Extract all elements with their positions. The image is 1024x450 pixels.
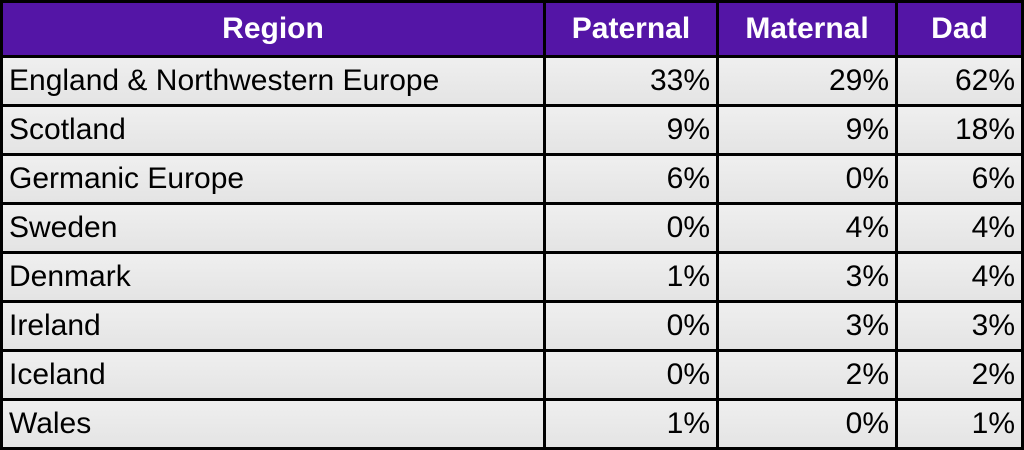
percent-cell: 62% [898,58,1021,104]
percent-cell: 9% [719,107,895,153]
region-cell: England & Northwestern Europe [3,58,543,104]
header-cell: Region [3,3,543,55]
percent-cell: 2% [719,352,895,398]
header-cell: Dad [898,3,1021,55]
percent-cell: 3% [898,303,1021,349]
region-cell: Ireland [3,303,543,349]
percent-cell: 29% [719,58,895,104]
region-cell: Sweden [3,205,543,251]
percent-cell: 1% [546,254,716,300]
percent-cell: 4% [719,205,895,251]
region-cell: Scotland [3,107,543,153]
percent-cell: 0% [546,352,716,398]
region-cell: Wales [3,401,543,447]
percent-cell: 3% [719,303,895,349]
percent-cell: 0% [546,205,716,251]
header-cell: Maternal [719,3,895,55]
header-cell: Paternal [546,3,716,55]
region-cell: Iceland [3,352,543,398]
percent-cell: 9% [546,107,716,153]
percent-cell: 33% [546,58,716,104]
percent-cell: 6% [898,156,1021,202]
percent-cell: 0% [719,156,895,202]
percent-cell: 0% [546,303,716,349]
percent-cell: 1% [898,401,1021,447]
percent-cell: 3% [719,254,895,300]
percent-cell: 6% [546,156,716,202]
percent-cell: 0% [719,401,895,447]
percent-cell: 2% [898,352,1021,398]
percent-cell: 4% [898,205,1021,251]
percent-cell: 1% [546,401,716,447]
region-cell: Denmark [3,254,543,300]
region-cell: Germanic Europe [3,156,543,202]
percent-cell: 18% [898,107,1021,153]
percent-cell: 4% [898,254,1021,300]
